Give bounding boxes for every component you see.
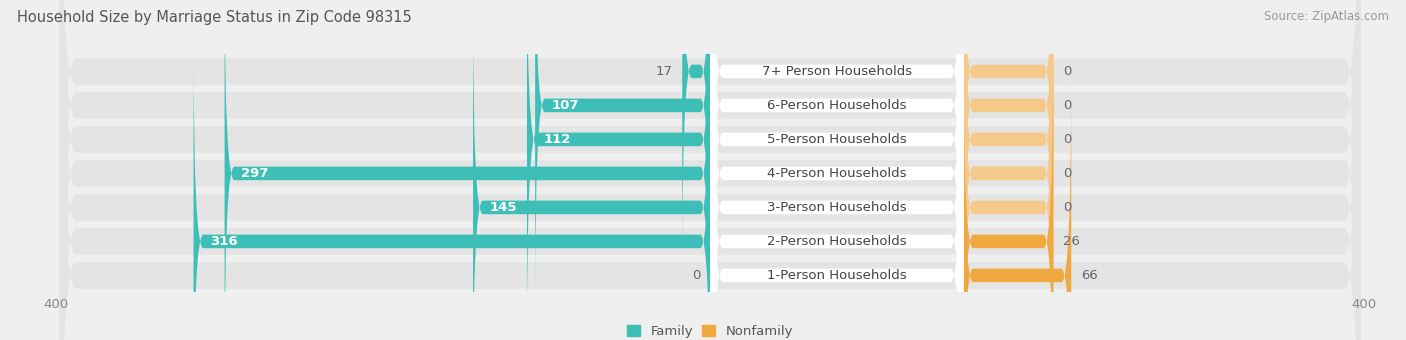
Text: 6-Person Households: 6-Person Households xyxy=(766,99,907,112)
FancyBboxPatch shape xyxy=(963,10,1053,340)
FancyBboxPatch shape xyxy=(536,0,710,303)
FancyBboxPatch shape xyxy=(194,44,710,340)
Text: 4-Person Households: 4-Person Households xyxy=(766,167,907,180)
FancyBboxPatch shape xyxy=(59,0,1361,340)
Text: 145: 145 xyxy=(489,201,517,214)
FancyBboxPatch shape xyxy=(59,0,1361,340)
FancyBboxPatch shape xyxy=(225,0,710,340)
Text: Household Size by Marriage Status in Zip Code 98315: Household Size by Marriage Status in Zip… xyxy=(17,10,412,25)
Text: 112: 112 xyxy=(543,133,571,146)
FancyBboxPatch shape xyxy=(710,0,963,337)
FancyBboxPatch shape xyxy=(527,0,710,337)
Text: 0: 0 xyxy=(1063,201,1071,214)
FancyBboxPatch shape xyxy=(963,0,1053,340)
FancyBboxPatch shape xyxy=(710,0,963,340)
Text: 1-Person Households: 1-Person Households xyxy=(766,269,907,282)
Text: 2-Person Households: 2-Person Households xyxy=(766,235,907,248)
Text: 26: 26 xyxy=(1063,235,1080,248)
FancyBboxPatch shape xyxy=(710,0,963,340)
FancyBboxPatch shape xyxy=(710,10,963,340)
Text: 316: 316 xyxy=(209,235,238,248)
FancyBboxPatch shape xyxy=(59,0,1361,340)
FancyBboxPatch shape xyxy=(710,0,963,340)
FancyBboxPatch shape xyxy=(963,78,1071,340)
FancyBboxPatch shape xyxy=(710,0,963,340)
FancyBboxPatch shape xyxy=(710,0,963,340)
Text: Source: ZipAtlas.com: Source: ZipAtlas.com xyxy=(1264,10,1389,23)
Legend: Family, Nonfamily: Family, Nonfamily xyxy=(627,325,793,338)
Text: 0: 0 xyxy=(692,269,700,282)
Text: 7+ Person Households: 7+ Person Households xyxy=(762,65,911,78)
Text: 0: 0 xyxy=(1063,65,1071,78)
FancyBboxPatch shape xyxy=(963,0,1053,303)
Text: 5-Person Households: 5-Person Households xyxy=(766,133,907,146)
Text: 3-Person Households: 3-Person Households xyxy=(766,201,907,214)
FancyBboxPatch shape xyxy=(472,10,710,340)
Text: 17: 17 xyxy=(655,65,672,78)
FancyBboxPatch shape xyxy=(963,0,1053,337)
FancyBboxPatch shape xyxy=(59,0,1361,340)
Text: 107: 107 xyxy=(551,99,579,112)
Text: 0: 0 xyxy=(1063,99,1071,112)
Text: 0: 0 xyxy=(1063,167,1071,180)
FancyBboxPatch shape xyxy=(682,0,710,269)
FancyBboxPatch shape xyxy=(963,44,1053,340)
Text: 297: 297 xyxy=(240,167,269,180)
FancyBboxPatch shape xyxy=(963,0,1053,269)
Text: 0: 0 xyxy=(1063,133,1071,146)
FancyBboxPatch shape xyxy=(59,0,1361,340)
FancyBboxPatch shape xyxy=(59,0,1361,340)
FancyBboxPatch shape xyxy=(59,0,1361,340)
Text: 66: 66 xyxy=(1081,269,1098,282)
